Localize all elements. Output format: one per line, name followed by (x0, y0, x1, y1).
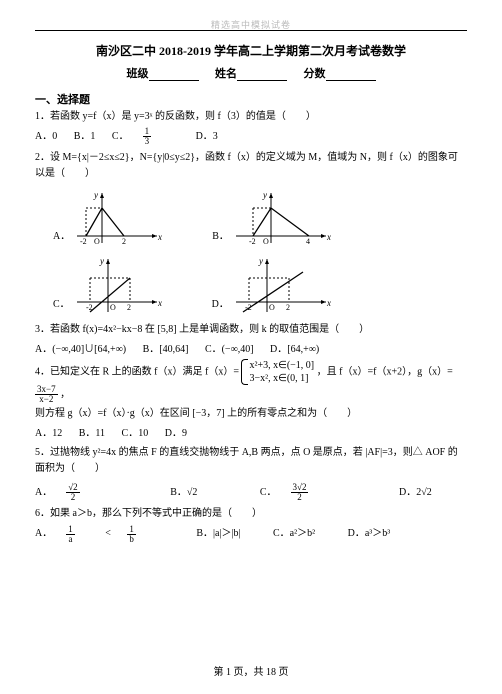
q3-optA: A．(−∞,40]∪[64,+∞) (35, 344, 126, 355)
svg-text:2: 2 (127, 303, 131, 312)
q3-optB: B．[40,64] (143, 344, 189, 355)
q2-stem: 2．设 M={x|－2≤x≤2}，N={y|0≤y≤2}，函数 f（x）的定义域… (35, 150, 467, 182)
svg-text:-2: -2 (249, 237, 256, 246)
q5-optC: C．3√22 (260, 487, 339, 498)
q4-stem: 4．已知定义在 R 上的函数 f（x）满足 f（x）= x²+3, x∈(−1,… (35, 359, 467, 404)
q6-optA: A．1a < 1b (35, 528, 166, 539)
q2-graphD: x y O -2 2 (231, 254, 331, 316)
svg-text:y: y (99, 256, 104, 266)
q2-graphA: x y O -2 2 (72, 188, 162, 248)
q5-optA-den: 2 (66, 493, 79, 502)
q6-optD: D．a³＞b³ (348, 528, 391, 539)
svg-text:x: x (326, 298, 331, 308)
svg-text:O: O (269, 303, 275, 312)
q2-graphB: x y O -2 4 (231, 188, 331, 248)
svg-text:y: y (258, 256, 263, 266)
q4-mid: ，且 f（x）=f（x+2），g（x）= (317, 367, 453, 378)
student-info-line: 班级 姓名 分数 (35, 65, 467, 81)
q1-options: A．0 B．1 C．13 D．3 (35, 127, 467, 146)
header-rule (35, 30, 467, 31)
q6-stem: 6．如果 a＞b，那么下列不等式中正确的是（ ） (35, 506, 467, 522)
q5-optA: A．√22 (35, 487, 110, 498)
q4-optD: D．9 (165, 428, 187, 439)
q1-optB: B．1 (74, 131, 96, 142)
name-blank (237, 69, 287, 81)
q6-optA-d2: b (127, 535, 136, 544)
svg-text:O: O (94, 237, 100, 246)
class-blank (149, 69, 199, 81)
score-label: 分数 (304, 68, 326, 80)
svg-text:x: x (157, 298, 162, 308)
svg-text:y: y (262, 190, 267, 200)
q5-stem: 5．过抛物线 y²=4x 的焦点 F 的直线交抛物线于 A,B 两点，点 O 是… (35, 445, 467, 477)
q5-optB: B．√2 (170, 487, 197, 498)
q3-optD: D．[64,+∞) (270, 344, 319, 355)
q1-stem: 1．若函数 y=f（x）是 y=3ˣ 的反函数，则 f（3）的值是（ ） (35, 109, 467, 125)
class-label: 班级 (127, 68, 149, 80)
q1-optA: A．0 (35, 131, 57, 142)
q2-labelC: C． (53, 295, 70, 310)
svg-text:y: y (93, 190, 98, 200)
page-content: 南沙区二中 2018-2019 学年高二上学期第二次月考试卷数学 班级 姓名 分… (35, 42, 467, 544)
svg-text:x: x (326, 232, 331, 242)
q4-post: ， (60, 389, 70, 400)
q4-piece2: 3−x², x∈(0, 1] (249, 372, 314, 385)
q3-options: A．(−∞,40]∪[64,+∞) B．[40,64] C．(−∞,40] D．… (35, 340, 467, 355)
q2-row1: A． x y O -2 2 B． x y O -2 (53, 188, 467, 248)
q4-optB: B．11 (79, 428, 105, 439)
q4-g-den: x−2 (35, 395, 58, 404)
q1-optC: C．13 (112, 131, 182, 142)
svg-text:-2: -2 (80, 237, 87, 246)
q1-optC-prefix: C． (112, 131, 129, 142)
q5-optA-pre: A． (35, 487, 52, 498)
svg-text:2: 2 (122, 237, 126, 246)
q2-graphC: x y O -2 2 (72, 254, 162, 316)
q6-optA-pre: A． (35, 528, 52, 539)
q5-options: A．√22 B．√2 C．3√22 D．2√2 (35, 483, 467, 502)
q5-optD: D．2√2 (399, 487, 432, 498)
q2-graphA-wrap: A． x y O -2 2 (53, 188, 162, 248)
exam-title: 南沙区二中 2018-2019 学年高二上学期第二次月考试卷数学 (35, 42, 467, 59)
q2-graphD-wrap: D． x y O -2 2 (212, 254, 331, 316)
q3-stem: 3．若函数 f(x)=4x²−kx−8 在 [5,8] 上是单调函数，则 k 的… (35, 322, 467, 338)
q4-piece1: x²+3, x∈(−1, 0] (249, 359, 314, 372)
q4-pre: 4．已知定义在 R 上的函数 f（x）满足 f（x）= (35, 367, 239, 378)
q6-optC: C．a²＞b² (273, 528, 315, 539)
q5-optC-pre: C． (260, 487, 277, 498)
q2-labelB: B． (212, 227, 229, 242)
svg-text:O: O (110, 303, 116, 312)
svg-text:4: 4 (306, 237, 310, 246)
q6-optB: B．|a|＞|b| (196, 528, 240, 539)
q6-optA-d1: a (66, 535, 75, 544)
q5-optC-den: 2 (291, 493, 309, 502)
q3-optC: C．(−∞,40] (205, 344, 254, 355)
q2-labelD: D． (212, 295, 229, 310)
q4-line2: 则方程 g（x）=f（x）·g（x）在区间 [−3，7] 上的所有零点之和为（ … (35, 406, 467, 422)
q2-graphB-wrap: B． x y O -2 4 (212, 188, 331, 248)
q6-optA-mid: < (103, 528, 114, 539)
q4-piecewise: x²+3, x∈(−1, 0] 3−x², x∈(0, 1] (241, 359, 314, 385)
q1-optD: D．3 (196, 131, 218, 142)
q1-optC-den: 3 (143, 137, 152, 146)
score-blank (326, 69, 376, 81)
q4-optC: C．10 (122, 428, 149, 439)
q2-row2: C． x y O -2 2 D． x y O (53, 254, 467, 316)
q4-optA: A．12 (35, 428, 62, 439)
q4-options: A．12 B．11 C．10 D．9 (35, 424, 467, 439)
q6-options: A．1a < 1b B．|a|＞|b| C．a²＞b² D．a³＞b³ (35, 524, 467, 543)
name-label: 姓名 (215, 68, 237, 80)
q2-labelA: A． (53, 227, 70, 242)
section-1-heading: 一、选择题 (35, 91, 467, 107)
svg-text:2: 2 (286, 303, 290, 312)
page-footer: 第 1 页，共 18 页 (0, 663, 502, 678)
svg-text:x: x (157, 232, 162, 242)
svg-text:O: O (263, 237, 269, 246)
q2-graphC-wrap: C． x y O -2 2 (53, 254, 162, 316)
